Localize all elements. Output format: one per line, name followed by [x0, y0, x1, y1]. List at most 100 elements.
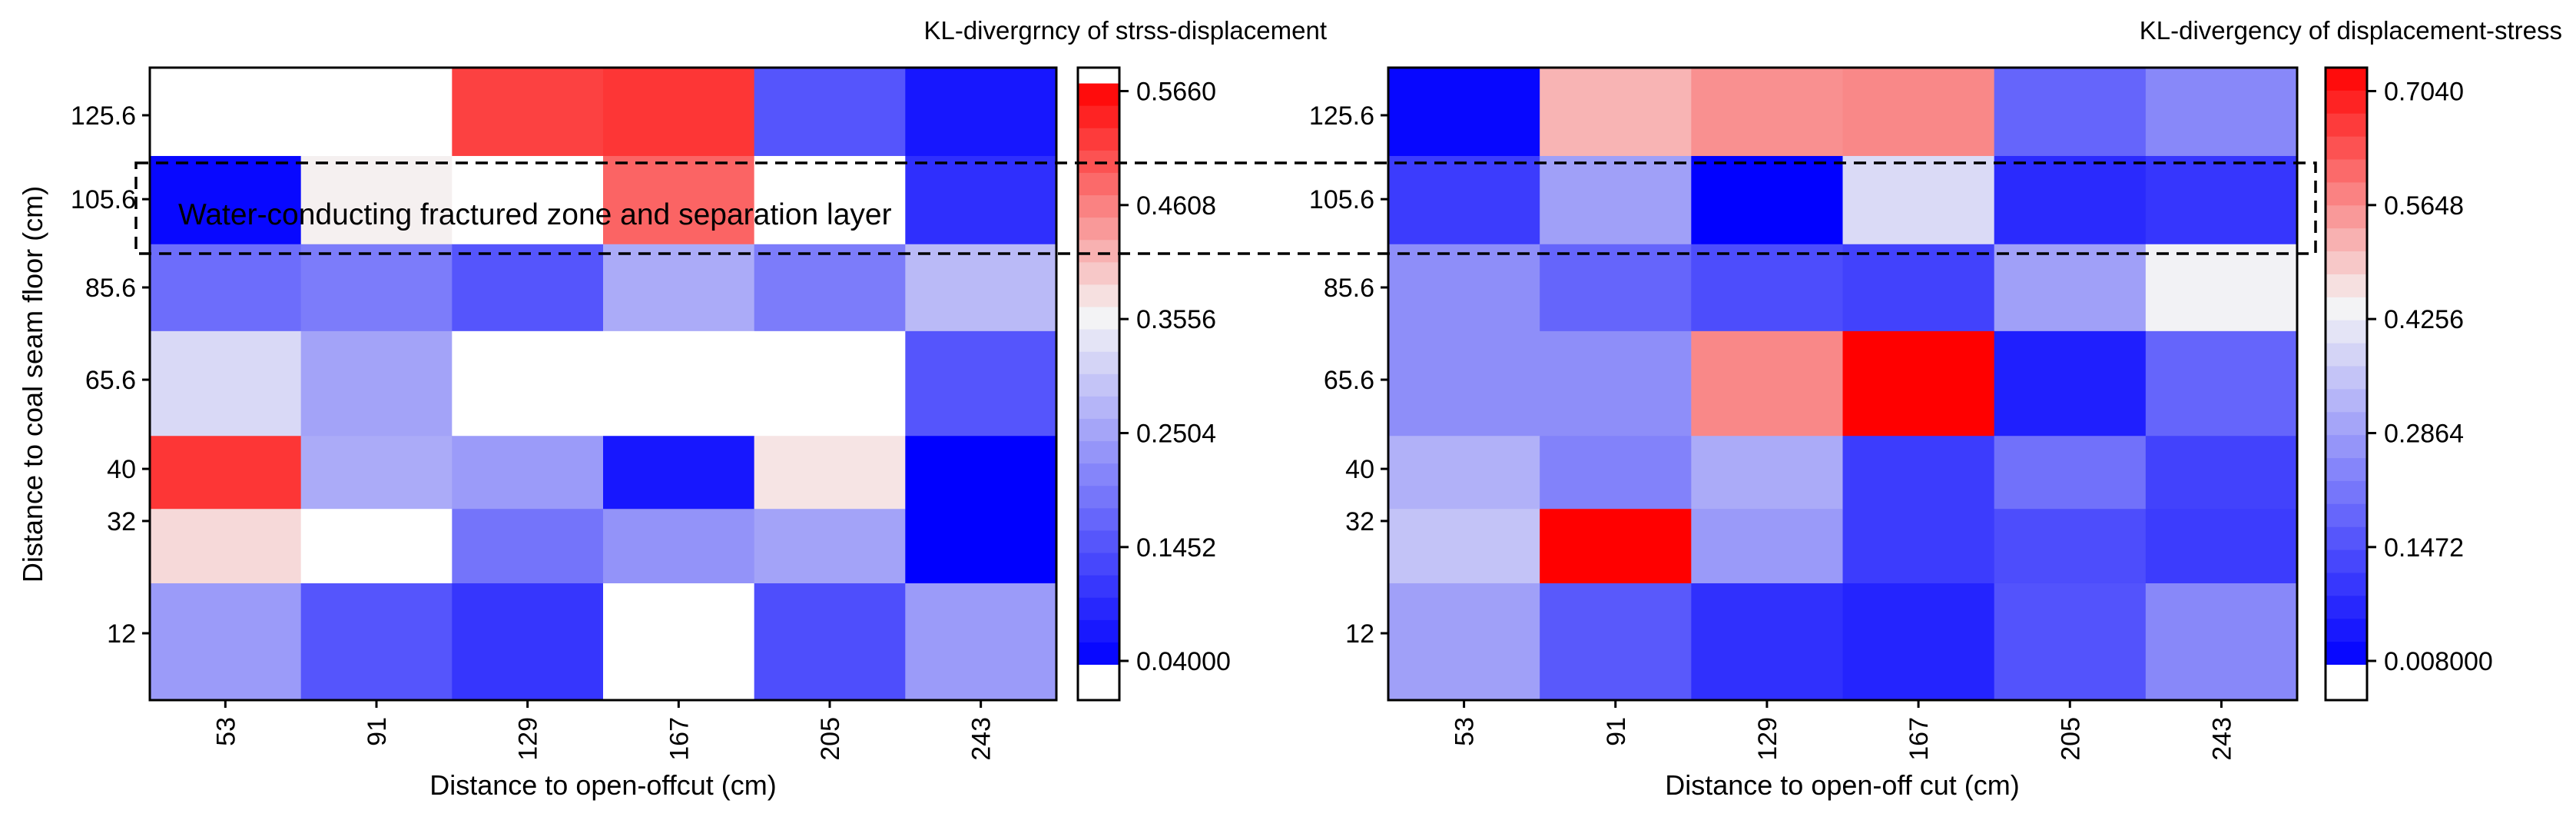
heatmap-cell [150, 436, 302, 510]
colorbar-segment [1078, 172, 1119, 196]
heatmap-cell [2145, 155, 2298, 245]
y-tick-label: 105.6 [1309, 185, 1374, 214]
heatmap-cells [150, 68, 1057, 701]
colorbar-segment [2326, 503, 2367, 528]
colorbar-segment [1078, 217, 1119, 241]
heatmap-cell [1842, 509, 1995, 584]
heatmap-cell [1388, 509, 1540, 584]
heatmap-cell [300, 244, 453, 332]
x-tick-label: 53 [1450, 717, 1480, 746]
colorbar-tick-label: 0.1472 [2384, 533, 2464, 563]
heatmap-cell [1994, 330, 2147, 437]
heatmap-cell [1540, 436, 1692, 510]
x-tick-label: 129 [514, 717, 543, 761]
colorbar-segment [2326, 228, 2367, 252]
heatmap-displacement-stress: KL-divergency of displacement-stress 53 9… [1309, 16, 2562, 801]
heatmap-cell [905, 68, 1057, 157]
heatmap-cell [452, 244, 604, 332]
colorbar-segment [1078, 374, 1119, 397]
y-tick-label: 125.6 [1309, 101, 1374, 131]
heatmap-cell [603, 583, 755, 701]
colorbar-segment [2326, 412, 2367, 436]
colorbar-segment [1078, 83, 1119, 107]
y-tick-label: 85.6 [1324, 274, 1374, 303]
x-tick-label: 53 [211, 717, 240, 746]
colorbar-segment [2326, 573, 2367, 596]
heatmap-cell [1388, 155, 1540, 245]
colorbar-segment [1078, 240, 1119, 263]
y-tick-label: 65.6 [1324, 366, 1374, 395]
y-tick-label: 40 [107, 455, 136, 484]
colorbar-frame [1076, 66, 1121, 702]
colorbar-segment [2326, 182, 2367, 206]
x-axis-label: Distance to open-off cut (cm) [1665, 769, 2020, 801]
y-tick-label: 32 [1345, 507, 1374, 536]
heatmap-cell [1691, 155, 1844, 245]
heatmap-cell [452, 583, 604, 701]
heatmap-cell [1842, 244, 1995, 332]
heatmap-cell [1540, 155, 1692, 245]
heatmap-cell [1842, 155, 1995, 245]
colorbar-segment [2326, 458, 2367, 482]
heatmap-cell [150, 509, 302, 584]
x-tick-label: 167 [1905, 717, 1934, 761]
x-tick-label: 243 [967, 717, 996, 761]
x-tick-labels: 53 91 129 167 205 243 [1450, 700, 2236, 761]
colorbar: 0.5660 0.4608 0.3556 0.2504 0.1452 0.04000 [1076, 66, 1231, 702]
heatmap-cell [2145, 509, 2298, 584]
heatmap-cell [1691, 244, 1844, 332]
colorbar-segment [1078, 396, 1119, 420]
colorbar-tick-label: 0.5660 [1136, 78, 1216, 107]
heatmap-cell [1540, 244, 1692, 332]
colorbar-tick-label: 0.1452 [1136, 533, 1216, 563]
heatmap-cell [1842, 330, 1995, 437]
heatmap-cell [1994, 509, 2147, 584]
y-tick-labels: 125.6 105.6 85.6 65.6 40 32 12 [71, 101, 150, 649]
colorbar-tick-label: 0.5648 [2384, 191, 2464, 221]
colorbar-segment [1078, 307, 1119, 330]
y-tick-label: 85.6 [85, 274, 136, 303]
heatmap-cell [300, 583, 453, 701]
heatmap-cell [300, 155, 453, 245]
heatmap-cell [1994, 244, 2147, 332]
heatmap-cell [1388, 436, 1540, 510]
heatmap-cell [754, 436, 906, 510]
heatmap-cell [2145, 244, 2298, 332]
colorbar-segment [2326, 159, 2367, 184]
colorbar-segment [2326, 549, 2367, 574]
fractured-zone-highlight-box [134, 161, 2317, 255]
heatmap-cell [1994, 436, 2147, 510]
heatmap-cell [905, 244, 1057, 332]
heatmap-cell [1388, 244, 1540, 332]
y-tick-label: 65.6 [85, 366, 136, 395]
colorbar-tick-label: 0.2864 [2384, 420, 2464, 449]
x-tick-label: 91 [363, 717, 392, 746]
colorbar-tick-label: 0.4608 [1136, 191, 1216, 221]
heatmap-cell [150, 330, 302, 437]
colorbar-segment [2326, 68, 2367, 91]
colorbar-segment [1078, 463, 1119, 486]
x-tick-label: 205 [816, 717, 845, 761]
heatmap-cell [905, 330, 1057, 437]
colorbar-segment [2326, 619, 2367, 642]
chart-title: KL-divergrncy of strss-displacement [923, 16, 1327, 45]
heatmap-cell [300, 436, 453, 510]
y-tick-labels: 125.6 105.6 85.6 65.6 40 32 12 [1309, 101, 1388, 649]
colorbar-frame [2324, 66, 2369, 702]
heatmap-cell [2145, 583, 2298, 701]
heatmap-cell [1994, 155, 2147, 245]
x-tick-label: 167 [665, 717, 694, 761]
colorbar-segment [1078, 530, 1119, 554]
colorbar-tick-label: 0.7040 [2384, 78, 2464, 107]
heatmap-cell [1691, 330, 1844, 437]
colorbar-segment [2326, 113, 2367, 138]
colorbar-segment [1078, 642, 1119, 666]
heatmap-cell [452, 155, 604, 245]
colorbar-segment [1078, 553, 1119, 576]
colorbar-segment [1078, 68, 1119, 84]
heatmap-cell [2145, 436, 2298, 510]
heatmap-cell [603, 68, 755, 157]
colorbar-segment [2326, 526, 2367, 551]
heatmap-cell [603, 509, 755, 584]
colorbar-segment [2326, 320, 2367, 344]
